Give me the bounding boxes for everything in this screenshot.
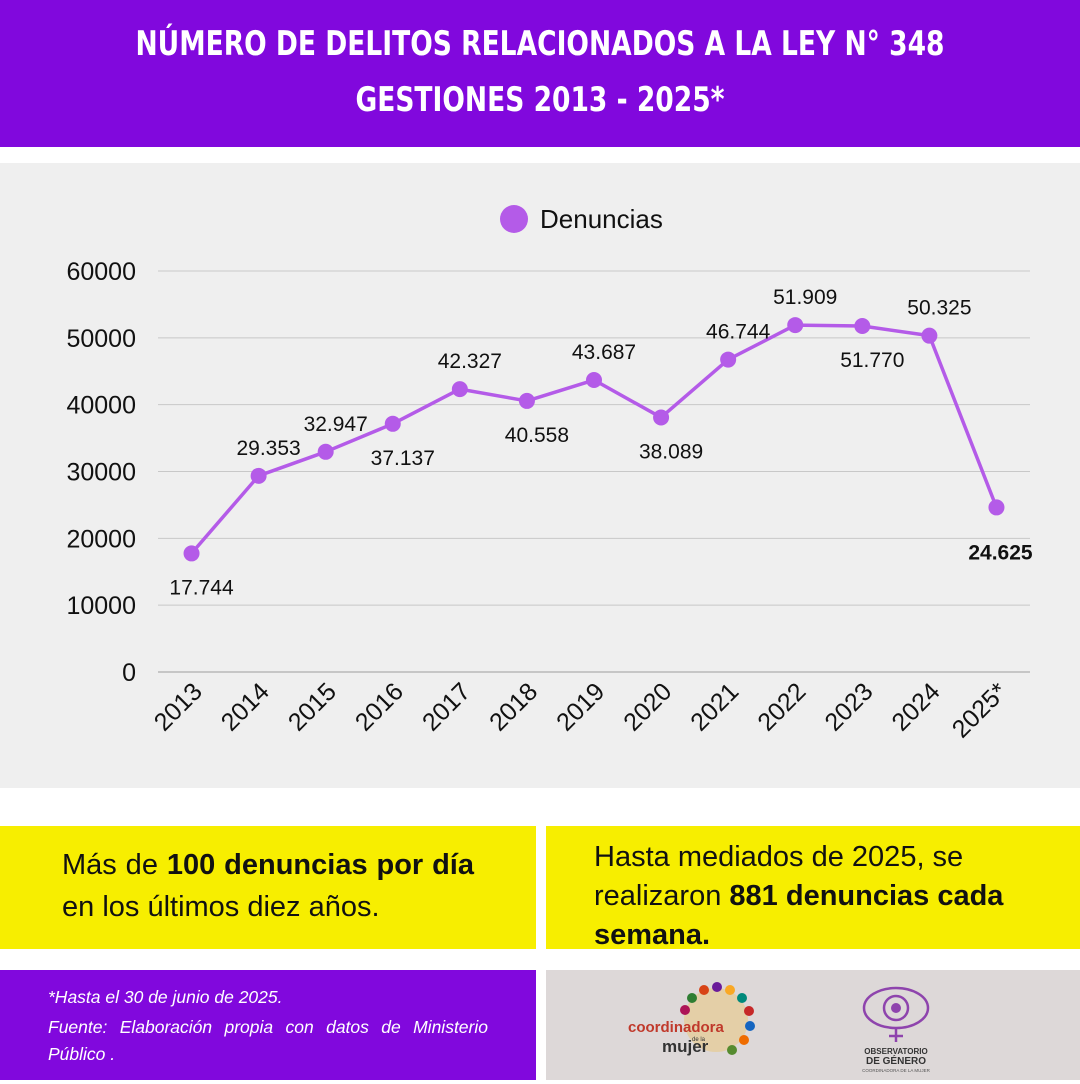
logos-panel: coordinadora de la mujer OBSERVATORIO DE… — [546, 970, 1080, 1080]
data-point — [787, 317, 804, 334]
data-point — [451, 381, 468, 398]
eye-venus-icon — [862, 986, 930, 1042]
data-label: 40.558 — [505, 424, 569, 447]
coordinadora-wordmark: coordinadora — [628, 1019, 725, 1036]
legend-label: Denuncias — [540, 204, 663, 234]
x-tick-label: 2024 — [886, 677, 945, 736]
observatorio-line-3: COORDINADORA DE LA MUJER — [862, 1068, 931, 1073]
footnote-source: Fuente: Elaboración propia con datos de … — [48, 1017, 488, 1064]
data-label: 38.089 — [639, 440, 703, 463]
stat-daily-pre: Más de — [62, 849, 167, 881]
x-tick-label: 2014 — [216, 677, 275, 736]
y-tick-label: 30000 — [66, 459, 136, 487]
mujer-wordmark: mujer — [662, 1037, 709, 1056]
data-label: 17.744 — [169, 576, 234, 599]
chart-panel: 0 10000 20000 30000 40000 50000 60000 2013 2014 2… — [0, 163, 1080, 788]
x-tick-label: 2015 — [283, 677, 342, 736]
footnote-date: *Hasta el 30 de junio de 2025. — [48, 987, 283, 1007]
stat-box-daily: Más de 100 denuncias por día en los últi… — [0, 826, 536, 949]
x-tick-label: 2020 — [618, 677, 677, 736]
title-line-2: GESTIONES 2013 - 2025* — [355, 80, 725, 120]
footnote-panel: *Hasta el 30 de junio de 2025. Fuente: E… — [0, 970, 536, 1080]
data-label: 43.687 — [572, 341, 636, 364]
x-tick-label: 2017 — [417, 677, 476, 736]
title-line-1: NÚMERO DE DELITOS RELACIONADOS A LA LEY … — [135, 24, 945, 64]
coordinadora-logo: coordinadora de la mujer — [628, 982, 755, 1056]
data-label: 51.770 — [840, 349, 904, 372]
data-label: 32.947 — [304, 413, 368, 436]
data-point — [653, 409, 670, 426]
data-point — [988, 499, 1005, 516]
data-point — [384, 415, 401, 432]
observatorio-line-1: OBSERVATORIO — [864, 1047, 927, 1056]
x-tick-label: 2025* — [947, 677, 1013, 743]
x-tick-label: 2023 — [819, 677, 878, 736]
stat-daily-bold: 100 denuncias por día — [166, 849, 474, 881]
stat-weekly-pre: Hasta mediados de 2025, se realizaron — [594, 841, 964, 912]
y-tick-label: 40000 — [66, 392, 136, 420]
y-tick-label: 10000 — [66, 592, 136, 620]
stat-text-weekly: Hasta mediados de 2025, se realizaron 88… — [594, 838, 1064, 955]
data-label: 50.325 — [907, 297, 971, 320]
data-point — [854, 318, 871, 335]
data-point — [921, 327, 938, 344]
stat-box-weekly: Hasta mediados de 2025, se realizaron 88… — [546, 826, 1080, 951]
data-point — [518, 392, 535, 409]
y-tick-label: 20000 — [66, 525, 136, 553]
x-tick-label: 2021 — [685, 677, 744, 736]
data-point — [720, 351, 737, 368]
x-tick-label: 2016 — [350, 677, 409, 736]
legend-marker — [500, 205, 528, 233]
coordinadora-small-word: de la — [692, 1037, 706, 1043]
data-label: 46.744 — [706, 321, 771, 344]
stat-weekly-bold: 881 denuncias cada semana. — [594, 880, 1004, 951]
observatorio-line-2: DE GÉNERO — [866, 1054, 926, 1067]
data-label: 42.327 — [438, 350, 502, 373]
y-tick-label: 50000 — [66, 325, 136, 353]
data-point — [317, 443, 334, 460]
data-label: 29.353 — [236, 437, 300, 460]
observatorio-logo: OBSERVATORIO DE GÉNERO COORDINADORA DE L… — [862, 986, 931, 1073]
data-label: 24.625 — [968, 541, 1033, 564]
x-tick-label: 2019 — [551, 677, 610, 736]
stat-daily-post: en los últimos diez años. — [62, 891, 380, 923]
header-banner: NÚMERO DE DELITOS RELACIONADOS A LA LEY … — [0, 0, 1080, 147]
data-label: 51.909 — [773, 286, 837, 309]
people-ring-icon — [680, 982, 755, 1055]
x-tick-label: 2013 — [149, 677, 208, 736]
stat-text-daily: Más de 100 denuncias por día en los últi… — [62, 844, 474, 928]
y-tick-label: 0 — [122, 659, 136, 687]
data-point — [250, 467, 267, 484]
x-tick-label: 2022 — [752, 677, 811, 736]
y-tick-label: 60000 — [66, 258, 136, 286]
data-label: 37.137 — [371, 447, 435, 470]
data-point — [183, 545, 200, 562]
x-tick-label: 2018 — [484, 677, 543, 736]
data-point — [586, 372, 602, 389]
